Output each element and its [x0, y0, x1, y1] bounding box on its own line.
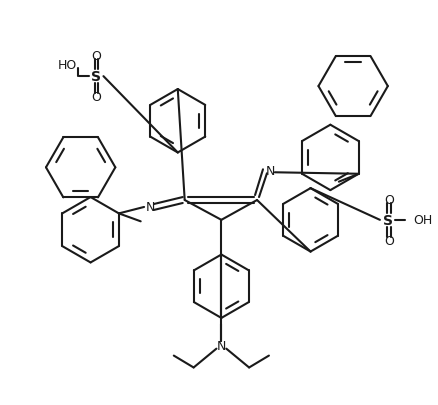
Text: O: O [92, 91, 102, 104]
Text: O: O [384, 193, 394, 206]
Text: O: O [384, 234, 394, 247]
Text: S: S [91, 70, 101, 84]
Text: N: N [217, 339, 226, 352]
Text: S: S [383, 213, 393, 227]
Text: OH: OH [413, 214, 433, 227]
Text: N: N [145, 201, 155, 214]
Text: HO: HO [58, 59, 78, 72]
Text: N: N [266, 164, 276, 177]
Text: O: O [92, 50, 102, 63]
